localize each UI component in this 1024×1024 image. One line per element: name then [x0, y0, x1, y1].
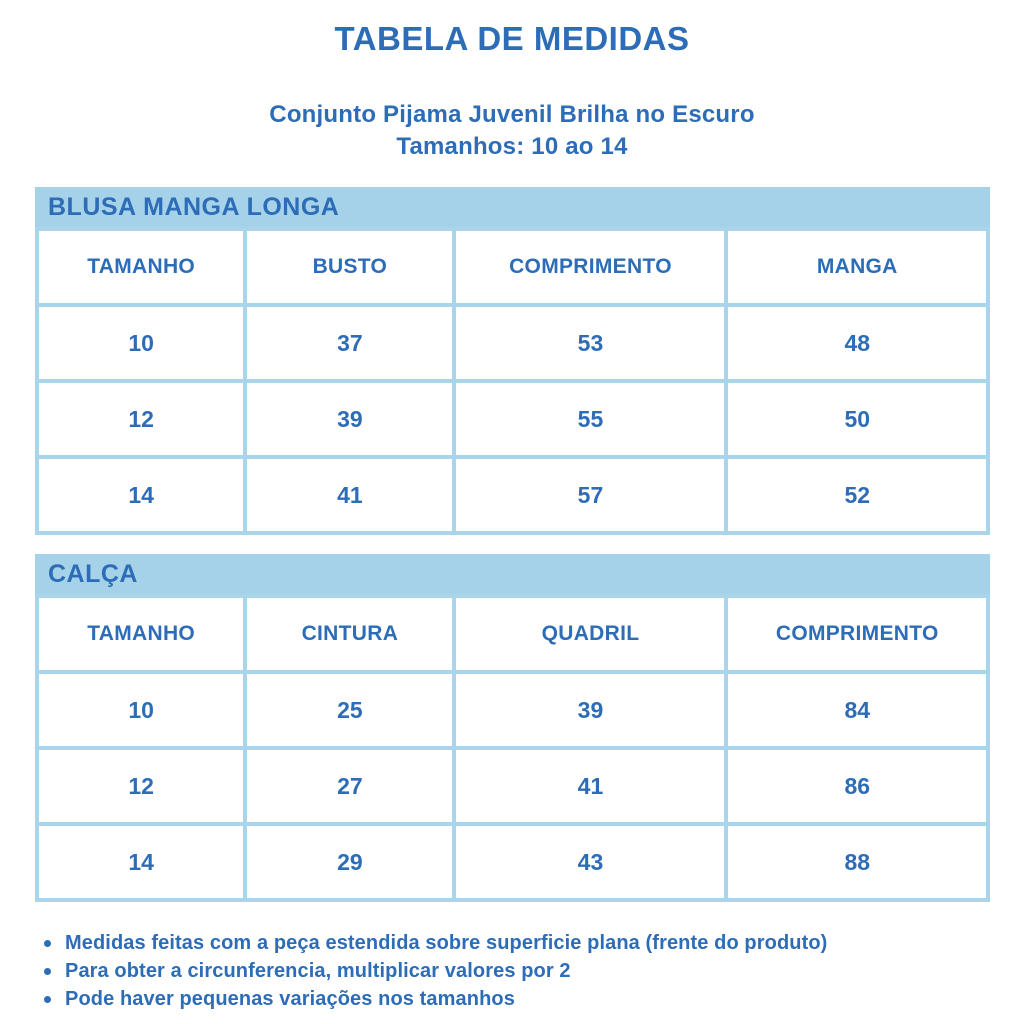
- header-row: TAMANHO CINTURA QUADRIL COMPRIMENTO: [34, 594, 990, 674]
- table-cell: 52: [724, 455, 990, 535]
- table-cell: 43: [452, 822, 729, 902]
- column-header: COMPRIMENTO: [724, 594, 990, 674]
- table-cell: 50: [724, 379, 990, 459]
- table-cell: 12: [34, 746, 248, 826]
- subtitle-block: Conjunto Pijama Juvenil Brilha no Escuro…: [0, 99, 1024, 163]
- table-cell: 12: [34, 379, 248, 459]
- column-header: TAMANHO: [34, 594, 248, 674]
- table-cell: 39: [452, 670, 729, 750]
- table-cell: 39: [243, 379, 457, 459]
- table-row: 14 41 57 52: [34, 455, 990, 535]
- table-row: 12 39 55 50: [34, 379, 990, 459]
- column-header: QUADRIL: [452, 594, 729, 674]
- page-title: TABELA DE MEDIDAS: [334, 20, 690, 57]
- table-cell: 55: [452, 379, 729, 459]
- table-cell: 41: [243, 455, 457, 535]
- note-text: Pode haver pequenas variações nos tamanh…: [65, 988, 515, 1010]
- table-cell: 86: [724, 746, 990, 826]
- note-item: Pode haver pequenas variações nos tamanh…: [44, 985, 984, 1013]
- table-row: 12 27 41 86: [34, 746, 990, 826]
- table-cell: 88: [724, 822, 990, 902]
- table-cell: 10: [34, 670, 248, 750]
- table-cell: 57: [452, 455, 729, 535]
- column-header: TAMANHO: [34, 227, 248, 307]
- note-item: Para obter a circunferencia, multiplicar…: [44, 957, 984, 985]
- table-row: 10 25 39 84: [34, 670, 990, 750]
- table-cell: 10: [34, 303, 248, 383]
- table-cell: 53: [452, 303, 729, 383]
- column-header: COMPRIMENTO: [452, 227, 729, 307]
- table-cell: 41: [452, 746, 729, 826]
- note-text: Para obter a circunferencia, multiplicar…: [65, 960, 571, 982]
- column-header: CINTURA: [243, 594, 457, 674]
- notes-list: Medidas feitas com a peça estendida sobr…: [44, 929, 984, 1013]
- table-cell: 14: [34, 822, 248, 902]
- header-row: TAMANHO BUSTO COMPRIMENTO MANGA: [34, 227, 990, 307]
- note-text: Medidas feitas com a peça estendida sobr…: [65, 932, 828, 954]
- note-item: Medidas feitas com a peça estendida sobr…: [44, 929, 984, 957]
- table-cell: 14: [34, 455, 248, 535]
- column-header: MANGA: [724, 227, 990, 307]
- column-header: BUSTO: [243, 227, 457, 307]
- table-row: 14 29 43 88: [34, 822, 990, 902]
- table-cell: 27: [243, 746, 457, 826]
- blusa-measurements-table: TAMANHO BUSTO COMPRIMENTO MANGA 10 37 53…: [34, 227, 990, 535]
- size-range: Tamanhos: 10 ao 14: [396, 133, 628, 160]
- table-calca: CALÇA TAMANHO CINTURA QUADRIL COMPRIMENT…: [34, 554, 990, 902]
- product-name: Conjunto Pijama Juvenil Brilha no Escuro: [269, 101, 755, 128]
- table-cell: 25: [243, 670, 457, 750]
- table-cell: 37: [243, 303, 457, 383]
- section-header-blusa: BLUSA MANGA LONGA: [35, 187, 990, 227]
- table-blusa-manga-longa: BLUSA MANGA LONGA TAMANHO BUSTO COMPRIME…: [34, 187, 990, 535]
- table-cell: 29: [243, 822, 457, 902]
- table-cell: 48: [724, 303, 990, 383]
- calca-measurements-table: TAMANHO CINTURA QUADRIL COMPRIMENTO 10 2…: [34, 594, 990, 902]
- bullet-dot-icon: [44, 996, 51, 1003]
- bullet-dot-icon: [44, 940, 51, 947]
- table-row: 10 37 53 48: [34, 303, 990, 383]
- section-header-calca: CALÇA: [35, 554, 990, 594]
- bullet-dot-icon: [44, 968, 51, 975]
- table-cell: 84: [724, 670, 990, 750]
